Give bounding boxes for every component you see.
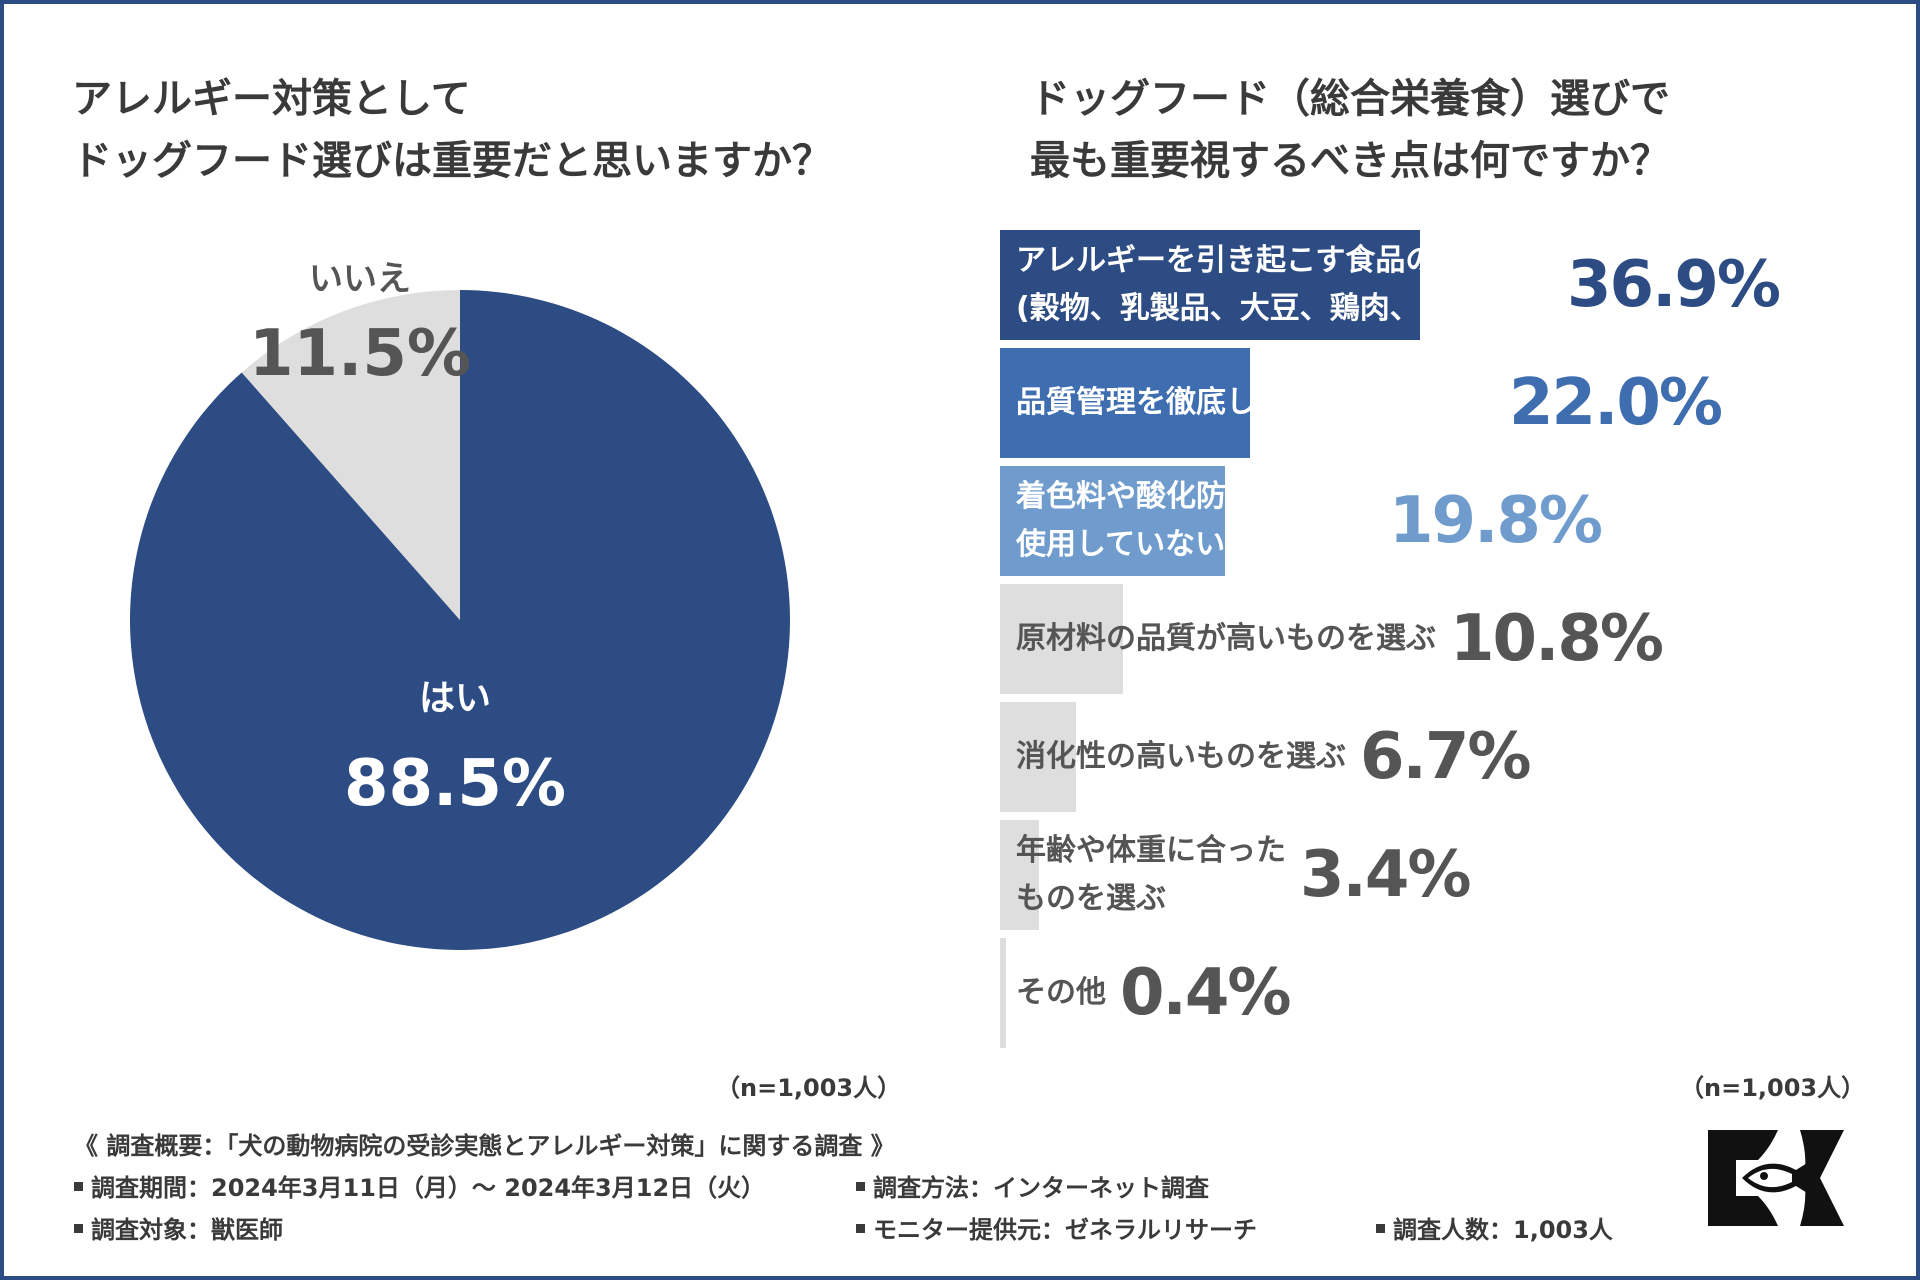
bar-label-5: 年齢や体重に合った ものを選ぶ [1016,820,1286,930]
bullet-icon [74,1181,83,1191]
bar-chart: アレルギーを引き起こす食品の除外 (穀物、乳製品、大豆、鶏肉、牛肉など) 36.9%… [1000,230,1900,1070]
bar-title-line-1: ドッグフード（総合栄養食）選びで [1030,76,1670,122]
bar-4 [1000,702,1077,812]
bar-label-1: 品質管理を徹底しているものを選ぶ [1016,348,1495,458]
bar-label-0-line-1: (穀物、乳製品、大豆、鶏肉、牛肉など) [1016,291,1554,326]
bar-value-4: 6.7% [1360,720,1531,794]
survey-period: 調査期間：2024年3月11日（月）～ 2024年3月12日（火） [74,1168,765,1203]
bullet-icon [1376,1223,1385,1233]
fish-k-logo-icon [1708,1130,1844,1226]
pie-slice-1 [241,290,460,620]
bar-chart-title: ドッグフード（総合栄養食）選びで 最も重要視するべき点は何ですか？ [1030,68,1670,192]
bar-5 [1000,820,1039,930]
bar-row-3: 原材料の品質が高いものを選ぶ 10.8% [1000,584,1900,694]
pie-sample-size: （n=1,003人） [716,1074,902,1102]
bar-0 [1000,230,1420,340]
bar-label-2-line-1: 使用していないものを選ぶ [1016,527,1376,562]
pie-label-yes: はい [419,678,491,719]
survey-method-text: 調査方法：インターネット調査 [873,1174,1209,1202]
survey-target: 調査対象：獣医師 [74,1210,283,1245]
bar-value-5: 3.4% [1300,838,1471,912]
survey-period-text: 調査期間：2024年3月11日（月）～ 2024年3月12日（火） [91,1174,766,1202]
bar-3 [1000,584,1123,694]
pie-title-line-2: ドッグフード選びは重要だと思いますか？ [72,138,832,184]
pie-value-yes: 88.5% [344,747,566,821]
bar-title-line-2: 最も重要視するべき点は何ですか？ [1030,138,1670,184]
bar-label-5-line-1: ものを選ぶ [1016,881,1166,916]
bar-label-4: 消化性の高いものを選ぶ [1016,702,1346,812]
bar-6 [1000,938,1006,1048]
bar-row-5: 年齢や体重に合った ものを選ぶ 3.4% [1000,820,1900,930]
bar-label-2-line-0: 着色料や酸化防止剤を [1016,479,1316,514]
pie-value-no: 11.5% [249,317,471,391]
bar-label-3-line-0: 原材料の品質が高いものを選ぶ [1016,621,1436,656]
bar-value-2: 19.8% [1389,484,1603,558]
bar-value-1: 22.0% [1509,366,1723,440]
bar-label-0-line-0: アレルギーを引き起こす食品の除外 [1016,243,1496,278]
survey-count-text: 調査人数：1,003人 [1393,1216,1613,1244]
survey-method: 調査方法：インターネット調査 [856,1168,1209,1203]
bar-row-1: 品質管理を徹底しているものを選ぶ 22.0% [1000,348,1900,458]
bar-row-4: 消化性の高いものを選ぶ 6.7% [1000,702,1900,812]
bar-value-3: 10.8% [1450,602,1664,676]
bar-label-6: その他 [1016,938,1106,1048]
survey-monitor: モニター提供元：ゼネラルリサーチ [856,1210,1257,1245]
pie-title-line-1: アレルギー対策として [72,76,471,122]
survey-target-text: 調査対象：獣医師 [91,1216,283,1244]
pie-chart: はい 88.5% いいえ 11.5% [129,259,790,950]
bar-row-0: アレルギーを引き起こす食品の除外 (穀物、乳製品、大豆、鶏肉、牛肉など) 36.9% [1000,230,1900,340]
bar-row-2: 着色料や酸化防止剤を 使用していないものを選ぶ 19.8% [1000,466,1900,576]
bar-label-5-line-0: 年齢や体重に合った [1016,833,1286,868]
bar-row-6: その他 0.4% [1000,938,1900,1048]
survey-monitor-text: モニター提供元：ゼネラルリサーチ [873,1216,1257,1244]
bar-label-6-line-0: その他 [1016,975,1106,1010]
pie-chart-title: アレルギー対策として ドッグフード選びは重要だと思いますか？ [72,68,832,192]
bar-label-1-line-0: 品質管理を徹底しているものを選ぶ [1016,385,1496,420]
bar-label-4-line-0: 消化性の高いものを選ぶ [1016,739,1346,774]
bar-value-0: 36.9% [1567,248,1781,322]
bar-value-6: 0.4% [1120,956,1291,1030]
bar-label-2: 着色料や酸化防止剤を使用していないものを選ぶ [1016,466,1375,576]
pie-slice-0 [129,290,790,950]
bar-1 [1000,348,1251,458]
bar-2 [1000,466,1226,576]
bar-label-0: アレルギーを引き起こす食品の除外 (穀物、乳製品、大豆、鶏肉、牛肉など) [1016,230,1553,340]
bar-label-3: 原材料の品質が高いものを選ぶ [1016,584,1436,694]
bar-sample-size: （n=1,003人） [1680,1074,1866,1102]
survey-heading: 《 調査概要：「犬の動物病院の受診実態とアレルギー対策」に関する調査 》 [74,1132,895,1160]
bullet-icon [856,1223,865,1233]
bullet-icon [74,1223,83,1233]
bullet-icon [856,1181,865,1191]
survey-count: 調査人数：1,003人 [1376,1210,1613,1245]
pie-label-no: いいえ [309,259,411,299]
